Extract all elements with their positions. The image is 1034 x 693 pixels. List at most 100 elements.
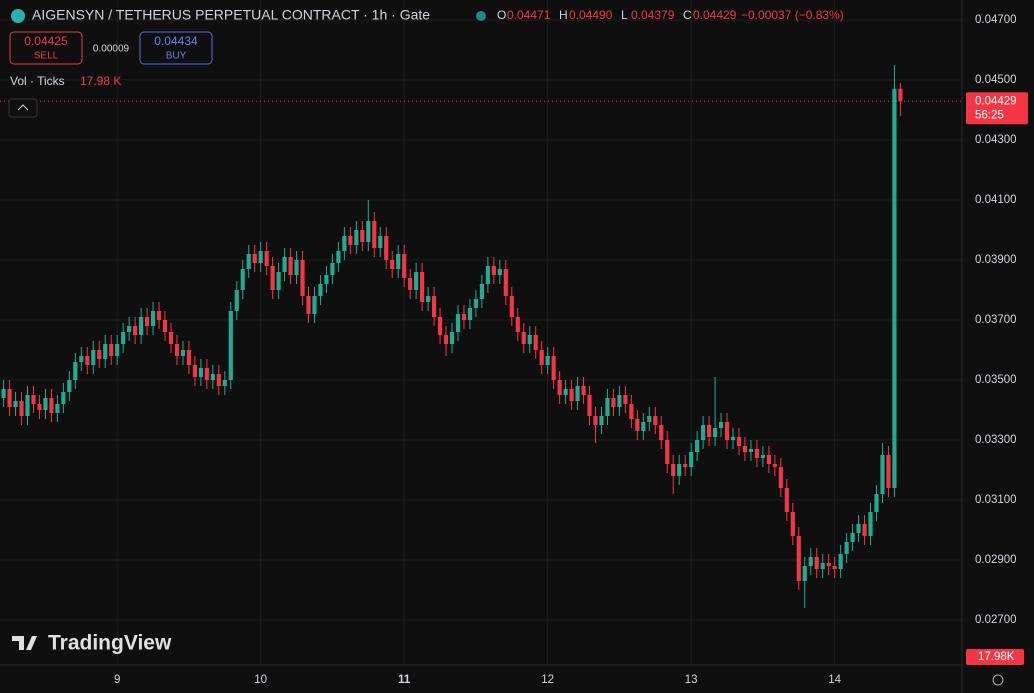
candle-body — [898, 88, 903, 102]
candle-body — [425, 296, 431, 302]
candle-body — [204, 368, 209, 380]
collapse-icon[interactable] — [17, 104, 29, 111]
axes: 0.02700 0.02900 0.03100 0.03300 0.03500 0.037… — [114, 14, 1028, 686]
collapse-button[interactable] — [8, 98, 38, 118]
sell-button[interactable] — [9, 31, 83, 65]
x-tick-label: 9 — [114, 674, 120, 686]
candle-body — [784, 488, 789, 512]
candle-body — [449, 332, 455, 344]
y-tick-label: 0.04700 — [975, 14, 1017, 26]
y-tick-label: 0.02700 — [975, 614, 1017, 626]
candle-body — [653, 416, 658, 425]
candle-body — [701, 425, 706, 440]
candle-body — [844, 542, 849, 554]
candle-body — [790, 512, 795, 536]
candle-body — [575, 386, 580, 401]
candle-body — [222, 380, 227, 386]
candle-body — [252, 254, 257, 263]
y-tick-label: 0.03900 — [975, 254, 1017, 266]
candle-body — [306, 296, 311, 314]
sell-price[interactable]: 0.04425 — [24, 34, 68, 48]
candle-body — [718, 422, 724, 428]
candle-body — [730, 437, 736, 440]
y-tick-label: 0.03500 — [975, 374, 1017, 386]
candle-body — [617, 395, 622, 407]
spread: 0.00009 — [93, 44, 130, 55]
candle-body — [892, 88, 897, 488]
candle-body — [91, 350, 96, 365]
candle-body — [270, 266, 275, 290]
candle-body — [342, 236, 347, 251]
candle-body — [324, 275, 329, 284]
candle-body — [61, 392, 66, 404]
candle-body — [7, 389, 12, 407]
candle-body — [712, 428, 718, 437]
candle-body — [384, 236, 389, 260]
candle-body — [216, 374, 221, 386]
candle-body — [37, 404, 42, 410]
settings-icon[interactable] — [992, 674, 1004, 686]
ohlc-legend: O 0.04471 H 0.04490 L 0.04379 C 0.04429 −0.00037… — [497, 8, 844, 22]
candle-body — [539, 350, 544, 365]
candle-body — [802, 566, 807, 581]
candle-body — [455, 314, 461, 332]
candle-body — [150, 311, 156, 326]
candle-body — [659, 425, 664, 440]
candle-body — [629, 404, 634, 419]
buy-button[interactable] — [139, 31, 213, 65]
volume-axis-box — [966, 649, 1024, 665]
candle-body — [378, 236, 383, 248]
candle-body — [420, 272, 425, 302]
candle-body — [139, 317, 144, 335]
candle-body — [282, 257, 287, 272]
candle-body — [611, 398, 616, 407]
candle-body — [832, 566, 837, 569]
candle-body — [473, 299, 479, 308]
sell-label[interactable]: SELL — [34, 51, 59, 62]
candle-body — [677, 464, 682, 476]
candle-body — [31, 395, 36, 404]
candle-body — [467, 308, 473, 320]
candle-body — [599, 416, 604, 425]
x-tick-label: 14 — [828, 674, 841, 686]
candle-body — [402, 254, 407, 278]
candle-body — [772, 464, 777, 467]
candle-body — [240, 269, 245, 290]
candle-body — [760, 455, 765, 458]
y-tick-label: 0.03100 — [975, 494, 1017, 506]
legend-key: L — [621, 8, 628, 22]
y-tick-label: 0.02900 — [975, 554, 1017, 566]
candle-body — [25, 395, 30, 416]
candle-body — [85, 356, 90, 365]
candle-body — [724, 422, 730, 440]
candle-body — [605, 398, 610, 416]
candle-body — [312, 296, 317, 314]
legend-key: O — [497, 8, 506, 22]
watermark: TradingView — [48, 632, 172, 655]
candle-body — [354, 230, 359, 245]
candle-body — [408, 278, 413, 290]
candle-body — [103, 344, 108, 359]
candle-body — [593, 416, 598, 425]
candle-body — [671, 464, 676, 476]
candle-body — [826, 563, 831, 566]
candle-body — [55, 404, 60, 413]
chart-title: AIGENSYN / TETHERUS PERPETUAL CONTRACT ·… — [32, 7, 430, 23]
candle-body — [366, 221, 371, 242]
candle-body — [665, 440, 670, 464]
candle-body — [635, 419, 640, 431]
candle-body — [390, 260, 395, 269]
y-tick-label: 0.04100 — [975, 194, 1017, 206]
candle-body — [641, 422, 646, 431]
x-tick-label: 10 — [254, 674, 267, 686]
candle-body — [581, 386, 586, 395]
buy-label[interactable]: BUY — [166, 51, 187, 62]
candle-body — [814, 557, 819, 569]
buy-price[interactable]: 0.04434 — [154, 34, 198, 48]
candle-body — [868, 512, 873, 536]
candle-body — [796, 536, 801, 581]
candle-body — [67, 380, 72, 392]
candle-body — [742, 446, 748, 452]
candle-body — [748, 449, 754, 452]
